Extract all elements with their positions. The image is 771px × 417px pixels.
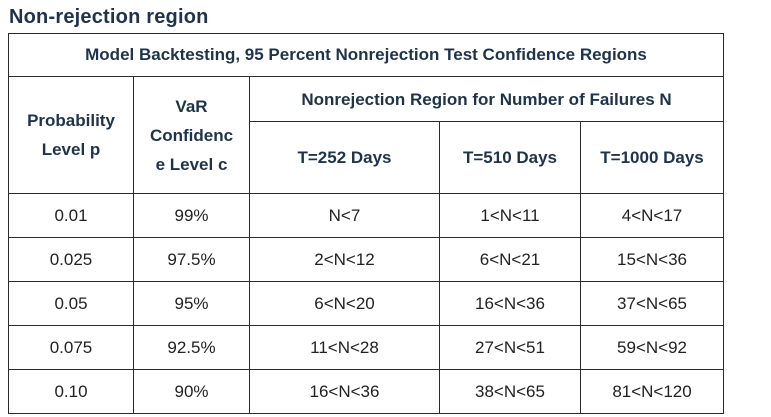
table-row: 0.075 92.5% 11<N<28 27<N<51 59<N<92	[8, 325, 725, 370]
cell-t252: 2<N<12	[249, 237, 440, 282]
header-var-line-2: Confidenc	[149, 125, 234, 145]
table-row: 0.01 99% N<7 1<N<11 4<N<17	[8, 193, 725, 238]
cell-t252: 16<N<36	[249, 369, 440, 414]
cell-t510: 16<N<36	[439, 281, 581, 326]
cell-t510: 1<N<11	[439, 193, 581, 238]
header-var-confidence: VaR Confidenc e Level c	[133, 76, 250, 194]
cell-t252: N<7	[249, 193, 440, 238]
header-t1000: T=1000 Days	[579, 121, 725, 194]
cell-probability: 0.01	[8, 193, 134, 238]
table-row: 0.05 95% 6<N<20 16<N<36 37<N<65	[8, 281, 725, 326]
cell-t252: 6<N<20	[249, 281, 440, 326]
cell-probability: 0.075	[8, 325, 134, 370]
cell-t510: 38<N<65	[439, 369, 581, 414]
cell-t1000: 4<N<17	[579, 193, 725, 238]
header-t252: T=252 Days	[249, 121, 440, 194]
cell-t1000: 15<N<36	[579, 237, 725, 282]
cell-t510: 6<N<21	[439, 237, 581, 282]
header-probability-line-1: Probability	[27, 111, 115, 130]
cell-probability: 0.025	[8, 237, 134, 282]
header-nonrejection-region: Nonrejection Region for Number of Failur…	[248, 76, 725, 122]
header-row-2: T=252 Days T=510 Days T=1000 Days	[9, 121, 725, 194]
header-probability-level: Probability Level p	[8, 76, 134, 194]
cell-t1000: 37<N<65	[579, 281, 725, 326]
header-probability-line-2: Level p	[41, 140, 101, 159]
table-title: Model Backtesting, 95 Percent Nonrejecti…	[7, 33, 725, 77]
header-row-1: Probability Level p VaR Confidenc e Leve…	[8, 76, 725, 194]
cell-confidence: 90%	[133, 369, 250, 414]
cell-confidence: 97.5%	[133, 237, 250, 282]
header-var-line-3: e Level c	[155, 154, 228, 174]
header-var-line-1: VaR	[175, 96, 208, 116]
table-row: 0.025 97.5% 2<N<12 6<N<21 15<N<36	[8, 237, 725, 282]
cell-confidence: 99%	[133, 193, 250, 238]
section-heading: Non-rejection region	[9, 6, 209, 28]
cell-t1000: 81<N<120	[579, 369, 725, 414]
backtesting-table: Model Backtesting, 95 Percent Nonrejecti…	[7, 33, 725, 414]
cell-t252: 11<N<28	[249, 325, 440, 370]
cell-probability: 0.05	[8, 281, 134, 326]
cell-confidence: 95%	[133, 281, 250, 326]
table-title-row: Model Backtesting, 95 Percent Nonrejecti…	[7, 33, 725, 77]
cell-t510: 27<N<51	[439, 325, 581, 370]
cell-probability: 0.10	[8, 369, 134, 414]
header-t510: T=510 Days	[439, 121, 581, 194]
cell-t1000: 59<N<92	[579, 325, 725, 370]
table-row: 0.10 90% 16<N<36 38<N<65 81<N<120	[8, 369, 725, 414]
cell-confidence: 92.5%	[133, 325, 250, 370]
